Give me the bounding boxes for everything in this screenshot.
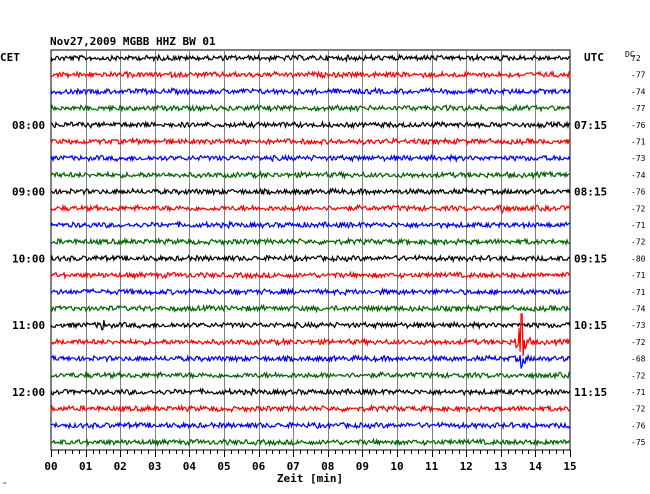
trace-row-13 [50, 270, 571, 281]
trace-row-14 [50, 287, 571, 297]
trace-row-12 [50, 253, 571, 264]
trace-row-17 [50, 313, 571, 357]
dc-value: -71 [631, 138, 646, 147]
trace-row-8 [50, 186, 571, 197]
cet-label: CET [0, 51, 20, 64]
dc-value: -72 [631, 371, 646, 380]
utc-time-label: 08:15 [574, 186, 607, 199]
x-tick-label: 05 [217, 460, 230, 473]
dc-value: -73 [631, 321, 646, 330]
dc-value: -75 [631, 438, 646, 447]
cet-time-label: 11:00 [12, 319, 45, 332]
utc-time-labels: 07:15 08:15 09:15 10:15 11:15 [574, 119, 607, 399]
x-tick-label: 02 [114, 460, 127, 473]
cet-time-labels: 08:00 09:00 10:00 11:00 12:00 [12, 119, 45, 399]
dc-value: -68 [631, 355, 646, 364]
cet-time-label: 10:00 [12, 252, 45, 265]
dc-value: -71 [631, 288, 646, 297]
cet-time-label: 12:00 [12, 386, 45, 399]
dc-value: 72 [631, 54, 641, 63]
dc-value: -74 [631, 171, 646, 180]
trace-row-1 [50, 69, 571, 80]
x-tick-label: 10 [390, 460, 403, 473]
utc-time-label: 07:15 [574, 119, 607, 132]
dc-value: -77 [631, 71, 646, 80]
trace-row-23 [50, 437, 570, 448]
dc-value: -73 [631, 154, 646, 163]
plot-border [50, 49, 571, 451]
trace-row-18 [50, 353, 571, 369]
trace-row-4 [50, 119, 570, 130]
x-tick-label: 03 [148, 460, 161, 473]
plot-frame [50, 49, 571, 451]
dc-value: -76 [631, 121, 646, 130]
trace-row-21 [50, 403, 571, 414]
dc-value: -72 [631, 238, 646, 247]
trace-row-20 [50, 387, 571, 397]
trace-row-11 [50, 236, 571, 247]
cet-time-label: 09:00 [12, 186, 45, 199]
trace-row-16 [50, 320, 571, 331]
dc-value: -76 [631, 421, 646, 430]
dc-value: -76 [631, 188, 646, 197]
minute-grid [86, 50, 536, 450]
dc-value: -72 [631, 405, 646, 414]
cet-time-label: 08:00 [12, 119, 45, 132]
trace-row-15 [50, 303, 571, 314]
dc-value: -72 [631, 338, 646, 347]
trace-row-22 [50, 420, 571, 431]
x-tick-labels: 00 01 02 03 04 05 06 07 08 09 10 11 12 13 14 15 [44, 460, 576, 473]
x-tick-label: 11 [425, 460, 439, 473]
x-tick-label: 15 [563, 460, 576, 473]
x-tick-label: 06 [252, 460, 266, 473]
x-tick-label: 14 [529, 460, 543, 473]
x-tick-label: 01 [79, 460, 93, 473]
dc-value: -74 [631, 87, 646, 96]
x-tick-label: 04 [183, 460, 197, 473]
trace-row-9 [50, 203, 571, 215]
trace-row-10 [50, 220, 571, 230]
trace-row-0 [50, 53, 571, 64]
dc-value: -77 [631, 104, 646, 113]
utc-time-label: 11:15 [574, 386, 607, 399]
utc-time-label: 10:15 [574, 319, 607, 332]
trace-row-5 [50, 136, 571, 147]
dc-value: -72 [631, 204, 646, 213]
trace-row-7 [50, 170, 570, 181]
x-axis-label: Zeit [min] [277, 472, 343, 485]
dc-value: -71 [631, 271, 646, 280]
trace-group [50, 53, 571, 448]
x-tick-label: 00 [44, 460, 57, 473]
trace-row-19 [50, 370, 571, 381]
chart-title: Nov27,2009 MGBB HHZ BW 01 [50, 35, 216, 48]
trace-row-2 [50, 86, 571, 97]
trace-row-3 [50, 103, 571, 113]
dc-header: DC [625, 50, 635, 59]
utc-time-label: 09:15 [574, 252, 607, 265]
trace-row-6 [50, 153, 571, 164]
x-tick-label: 07 [287, 460, 300, 473]
dc-value: -74 [631, 305, 646, 314]
dc-values: 72 -77 -74 -77 -76 -71 -73 -74 -76 -72 -71 -72 -80 -7… [631, 54, 646, 447]
dc-value: -71 [631, 388, 646, 397]
dc-value: -80 [631, 254, 646, 263]
dc-value: -71 [631, 221, 646, 230]
x-tick-label: 08 [321, 460, 334, 473]
utc-label: UTC [584, 51, 604, 64]
x-tick-label: 09 [356, 460, 369, 473]
x-axis-ticks [51, 450, 571, 457]
corner-mark: ^ [3, 482, 7, 489]
x-tick-label: 12 [460, 460, 473, 473]
x-tick-label: 13 [494, 460, 507, 473]
